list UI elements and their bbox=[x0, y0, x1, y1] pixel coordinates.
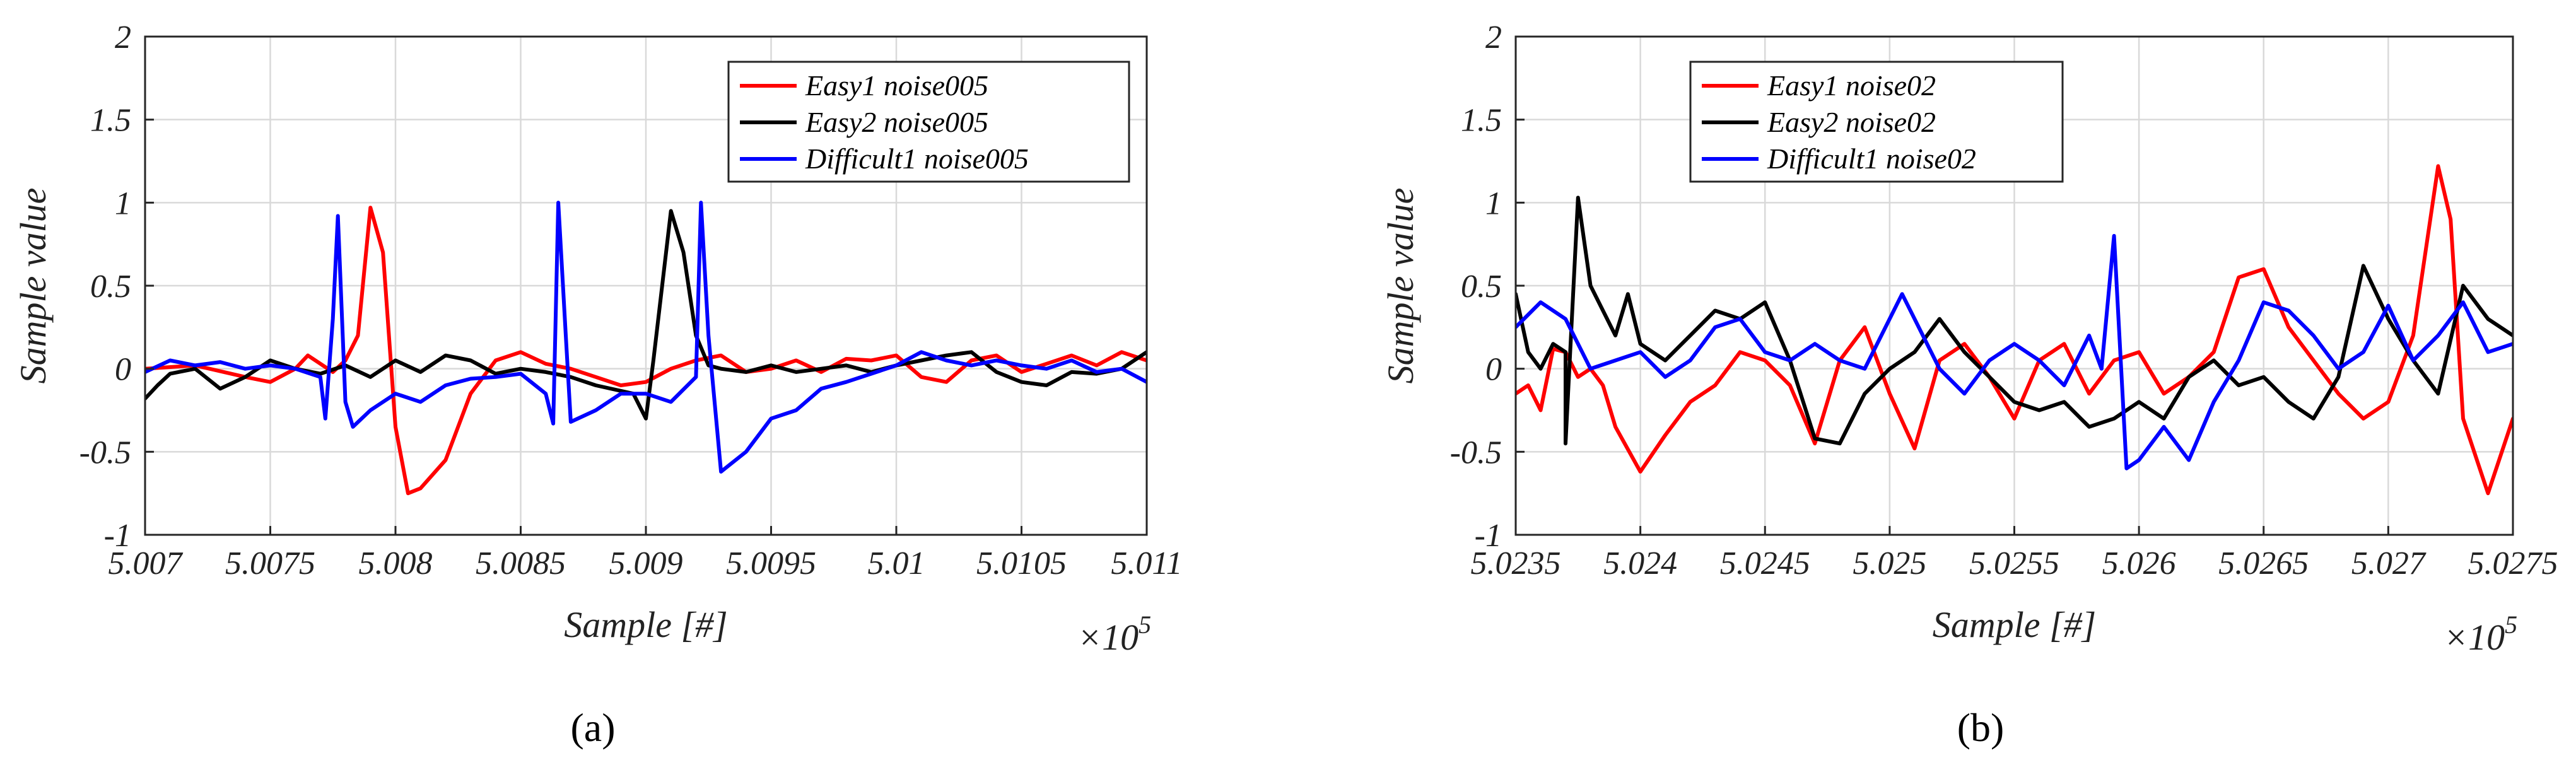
x-tick-label: 5.0255 bbox=[1969, 546, 2059, 581]
legend: Easy1 noise005 Easy2 noise005 Difficult1 n… bbox=[727, 61, 1130, 183]
legend-box bbox=[727, 61, 1130, 183]
y-tick-label: 2 bbox=[115, 20, 131, 55]
chart-panel-a: 5.007 5.0075 5.008 5.0085 5.009 5.0095 5.01 5.0… bbox=[13, 20, 1183, 750]
x-tick-label: 5.026 bbox=[2102, 546, 2176, 581]
x-tick-label: 5.0095 bbox=[726, 546, 816, 581]
x-tick-label: 5.0265 bbox=[2218, 546, 2309, 581]
x-multiplier-base: ×10 bbox=[2444, 617, 2505, 658]
x-tick-label: 5.0275 bbox=[2468, 546, 2558, 581]
x-axis-label: Sample [#] bbox=[1933, 604, 2096, 645]
x-multiplier-label: ×105 bbox=[2444, 610, 2517, 658]
y-tick-label: 0.5 bbox=[1461, 269, 1502, 305]
y-tick-label: 1.5 bbox=[90, 103, 131, 139]
x-tick-label: 5.01 bbox=[868, 546, 925, 581]
series-line-2 bbox=[1516, 196, 2513, 446]
legend-label-1: Easy1 noise005 bbox=[805, 69, 988, 102]
series-line-1 bbox=[1516, 164, 2513, 496]
x-multiplier-base: ×10 bbox=[1077, 617, 1139, 658]
x-tick-label: 5.025 bbox=[1853, 546, 1926, 581]
y-tick-label: 0 bbox=[1485, 352, 1502, 388]
x-tick-label: 5.024 bbox=[1603, 546, 1677, 581]
y-tick-label: 0 bbox=[115, 352, 131, 388]
x-tick-label: 5.011 bbox=[1111, 546, 1182, 581]
panel-caption: (a) bbox=[570, 705, 615, 750]
series-line-3 bbox=[1516, 234, 2513, 470]
legend-label-1: Easy1 noise02 bbox=[1767, 69, 1936, 102]
legend-label-2: Easy2 noise02 bbox=[1767, 106, 1936, 138]
y-tick-label: -1 bbox=[104, 518, 131, 554]
x-tick-label: 5.008 bbox=[359, 546, 433, 581]
x-tick-label: 5.009 bbox=[609, 546, 683, 581]
x-multiplier-exponent: 5 bbox=[1139, 610, 1151, 639]
legend-label-3: Difficult1 noise005 bbox=[805, 143, 1029, 175]
x-tick-label: 5.0085 bbox=[476, 546, 566, 581]
x-tick-label: 5.0235 bbox=[1471, 546, 1561, 581]
y-tick-label: 1.5 bbox=[1461, 103, 1502, 139]
x-tick-label: 5.0105 bbox=[976, 546, 1067, 581]
legend-label-2: Easy2 noise005 bbox=[805, 106, 988, 138]
panel-caption: (b) bbox=[1957, 705, 2005, 750]
x-axis-label: Sample [#] bbox=[564, 604, 727, 645]
x-tick-label: 5.0245 bbox=[1720, 546, 1810, 581]
chart-panel-b: 5.0235 5.024 5.0245 5.025 5.0255 5.026 5.0265 5… bbox=[1380, 20, 2558, 750]
legend: Easy1 noise02 Easy2 noise02 Difficult1 noi… bbox=[1689, 61, 2064, 183]
x-tick-label: 5.0075 bbox=[225, 546, 315, 581]
x-tick-label: 5.007 bbox=[108, 546, 184, 581]
legend-label-3: Difficult1 noise02 bbox=[1767, 143, 1976, 175]
y-tick-label: 1 bbox=[115, 185, 131, 221]
y-tick-label: 1 bbox=[1485, 185, 1502, 221]
y-tick-label: -1 bbox=[1475, 518, 1502, 554]
x-tick-label: 5.027 bbox=[2351, 546, 2427, 581]
y-axis-label: Sample value bbox=[1380, 188, 1421, 384]
x-multiplier-exponent: 5 bbox=[2505, 610, 2517, 639]
x-multiplier-label: ×105 bbox=[1077, 610, 1151, 658]
y-axis-label: Sample value bbox=[13, 188, 54, 384]
series-line-3 bbox=[145, 201, 1147, 474]
y-tick-label: 0.5 bbox=[90, 269, 131, 305]
y-tick-label: 2 bbox=[1485, 20, 1502, 55]
y-tick-label: -0.5 bbox=[79, 435, 131, 470]
y-tick-label: -0.5 bbox=[1450, 435, 1502, 470]
